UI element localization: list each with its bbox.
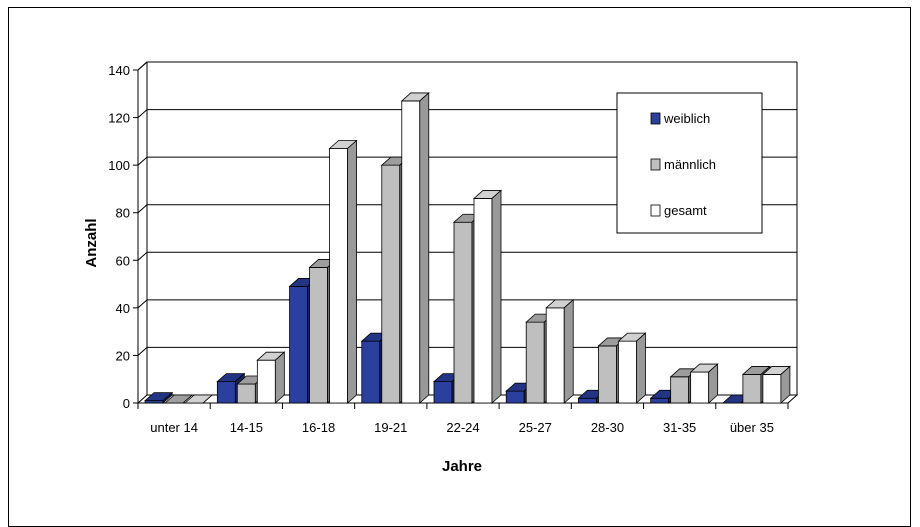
bar	[761, 365, 791, 404]
bar-front	[762, 374, 782, 404]
x-tick-label: unter 14	[150, 420, 198, 435]
bar-front	[453, 221, 473, 404]
legend-box	[616, 92, 763, 234]
bar-side	[563, 298, 574, 404]
bar	[144, 391, 174, 404]
x-tick-label: 31-35	[663, 420, 696, 435]
bar	[256, 351, 286, 404]
y-tick-label: 20	[116, 348, 130, 363]
bar-front	[598, 345, 617, 404]
bar-front	[650, 397, 670, 404]
bar	[164, 394, 194, 404]
x-tick-label: 28-30	[591, 420, 624, 435]
bar-chart: 0 20 40 60 80 100 120 140 unter 14 14-15 16-18 19-2…	[83, 61, 799, 475]
bar-side	[162, 391, 173, 404]
y-tick-label: 120	[108, 111, 130, 126]
y-tick-label: 140	[108, 63, 130, 78]
bar-front	[473, 198, 493, 404]
bar-side	[708, 363, 719, 404]
legend-label: männlich	[664, 157, 716, 172]
bar-side	[182, 394, 193, 404]
bar-front	[401, 100, 421, 404]
bar-side	[347, 139, 357, 404]
bar	[400, 92, 430, 404]
legend-label: gesamt	[664, 203, 707, 218]
bar-front	[670, 376, 690, 404]
legend-swatch	[650, 204, 661, 217]
bar-front	[618, 340, 637, 404]
bar-front	[381, 164, 401, 404]
y-axis-title: Anzahl	[83, 218, 100, 267]
legend: weiblich männlich gesamt	[616, 92, 763, 234]
bar-front	[289, 286, 308, 404]
legend-label: weiblich	[663, 111, 710, 126]
bar	[472, 189, 503, 404]
x-tick-label: über 35	[730, 420, 774, 435]
bar-front	[742, 374, 762, 404]
bar-front	[329, 148, 348, 404]
bar-front	[216, 381, 236, 404]
bar-front	[256, 359, 276, 404]
bar	[689, 363, 719, 404]
x-axis-title: Jahre	[442, 458, 482, 475]
bars	[144, 92, 791, 404]
bar-front	[525, 321, 545, 404]
x-tick-label: 25-27	[519, 420, 552, 435]
y-tick-label: 80	[116, 206, 130, 221]
bar-side	[636, 332, 646, 404]
bar-side	[419, 92, 430, 404]
gridline	[137, 61, 797, 71]
y-tick-label: 100	[108, 158, 130, 173]
bar	[617, 332, 647, 404]
y-tick-label: 40	[116, 301, 130, 316]
bar-front	[545, 307, 565, 404]
x-tick-label: 16-18	[302, 420, 335, 435]
y-tick-label: 60	[116, 253, 130, 268]
bar-side	[202, 394, 213, 404]
bar-front	[433, 381, 453, 404]
x-tick-label: 14-15	[230, 420, 263, 435]
bar-side	[274, 351, 285, 404]
tick-labels: 0 20 40 60 80 100 120 140 unter 14 14-15 16-18 19-2…	[108, 63, 774, 435]
y-tick-label: 0	[123, 396, 130, 411]
bar-front	[578, 397, 597, 404]
bar-front	[690, 371, 710, 404]
bar-side	[780, 365, 791, 404]
bar-front	[309, 267, 328, 404]
bar	[184, 394, 214, 404]
bar-front	[505, 390, 525, 404]
legend-swatch	[650, 158, 661, 171]
x-tick-label: 19-21	[374, 420, 407, 435]
legend-swatch	[650, 112, 661, 125]
bar	[545, 298, 575, 404]
bar-front	[236, 383, 256, 404]
bar-front	[361, 340, 381, 404]
y-axis-depth	[137, 61, 148, 71]
bar-side	[491, 189, 502, 404]
bar	[328, 139, 358, 404]
x-tick-label: 22-24	[446, 420, 479, 435]
